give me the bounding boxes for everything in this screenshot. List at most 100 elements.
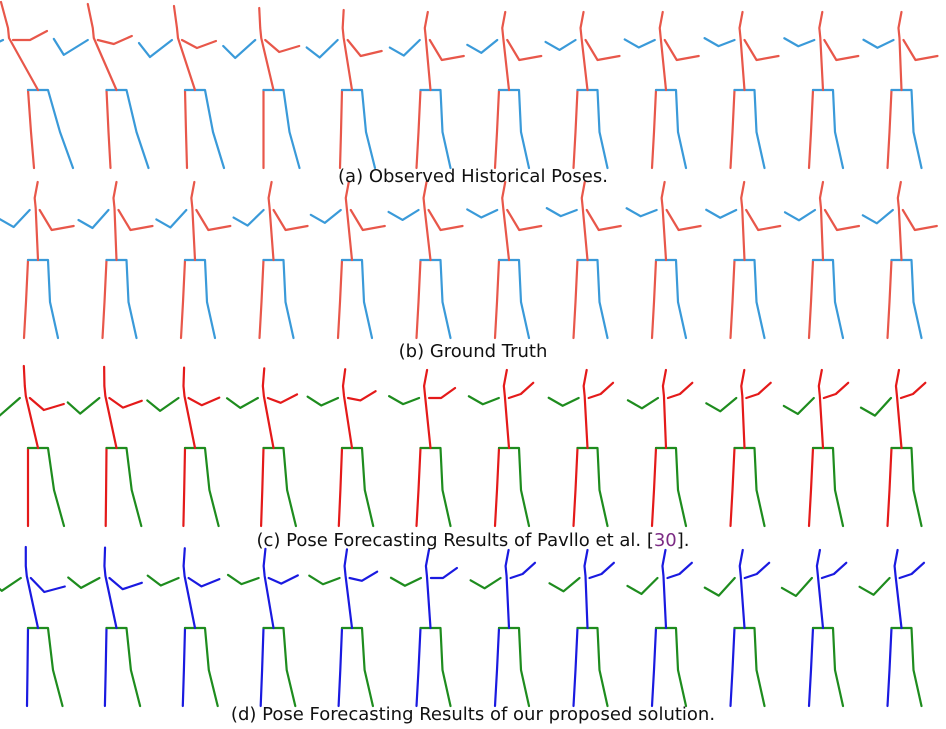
limb: [507, 210, 541, 230]
limb: [148, 576, 179, 586]
limb: [1, 2, 38, 90]
limb: [107, 260, 137, 338]
limb: [174, 6, 195, 90]
limb: [185, 90, 224, 168]
limb: [746, 383, 770, 398]
limb: [268, 394, 297, 402]
limb: [581, 12, 588, 90]
limb: [311, 210, 341, 223]
limb: [40, 210, 74, 230]
limb: [26, 547, 38, 628]
limb: [741, 182, 744, 260]
limb: [429, 388, 455, 398]
limb: [417, 448, 421, 526]
limb: [892, 260, 922, 338]
limb: [0, 398, 20, 415]
limb: [892, 448, 922, 526]
limb: [342, 628, 373, 706]
caption-c-end: ].: [677, 530, 690, 551]
limb: [668, 383, 692, 398]
limb: [813, 448, 843, 526]
limb: [421, 90, 451, 168]
caption-c: (c) Pose Forecasting Results of Pavllo e…: [256, 530, 689, 551]
limb: [735, 90, 765, 168]
limb: [27, 628, 28, 706]
limb: [495, 90, 499, 168]
limb: [78, 210, 108, 228]
limb: [185, 448, 219, 526]
limb: [424, 182, 431, 260]
limb: [183, 368, 195, 448]
limb: [113, 182, 116, 260]
limb: [785, 210, 815, 220]
limb: [309, 576, 339, 585]
limb: [264, 260, 294, 338]
limb: [660, 12, 666, 90]
limb: [888, 260, 892, 338]
limb: [348, 391, 376, 400]
limb: [426, 550, 431, 628]
limb: [260, 260, 264, 338]
limb: [549, 578, 579, 591]
limb: [31, 578, 65, 592]
limb: [705, 38, 735, 46]
limb: [389, 210, 419, 220]
limb: [261, 448, 263, 526]
limb: [107, 448, 142, 526]
limb: [895, 550, 902, 628]
limb: [888, 90, 892, 168]
limb: [574, 90, 578, 168]
limb: [499, 628, 529, 706]
limb: [578, 90, 608, 168]
limb: [706, 210, 736, 218]
limb: [196, 210, 230, 230]
citation[interactable]: 30: [654, 530, 677, 551]
limb: [584, 370, 588, 448]
limb: [817, 550, 823, 628]
limb: [421, 628, 451, 706]
limb: [578, 448, 608, 526]
limb: [740, 12, 745, 90]
limb: [820, 182, 823, 260]
limb: [898, 12, 901, 90]
limb: [28, 90, 73, 168]
limb: [182, 40, 216, 48]
limb: [389, 396, 419, 404]
limb: [898, 182, 902, 260]
limb: [147, 398, 178, 411]
limb: [88, 4, 117, 90]
caption-c-text: (c) Pose Forecasting Results of Pavllo e…: [256, 530, 653, 551]
limb: [105, 628, 107, 706]
limb: [662, 550, 666, 628]
limb: [109, 578, 141, 589]
limb: [504, 370, 509, 448]
limb: [13, 31, 47, 40]
limb: [308, 397, 338, 406]
limb: [667, 563, 691, 578]
limb: [107, 628, 141, 706]
limb: [741, 370, 744, 448]
limb: [499, 260, 529, 338]
limb: [261, 628, 264, 706]
limb: [863, 40, 893, 48]
limb: [24, 366, 38, 448]
limb: [259, 8, 273, 90]
limb: [625, 39, 655, 47]
limb: [652, 260, 656, 338]
limb: [731, 260, 735, 338]
limb: [223, 40, 255, 58]
limb: [429, 210, 463, 230]
limb: [819, 370, 823, 448]
limb: [784, 398, 814, 414]
limb: [348, 40, 382, 56]
limb: [98, 36, 132, 44]
limb: [30, 398, 64, 410]
limb: [784, 38, 814, 46]
limb: [269, 182, 274, 260]
caption-a: (a) Observed Historical Poses.: [338, 166, 608, 187]
limb: [181, 260, 185, 338]
limb: [68, 398, 100, 414]
limb: [264, 549, 274, 628]
limb: [546, 40, 576, 50]
limb: [819, 12, 823, 90]
